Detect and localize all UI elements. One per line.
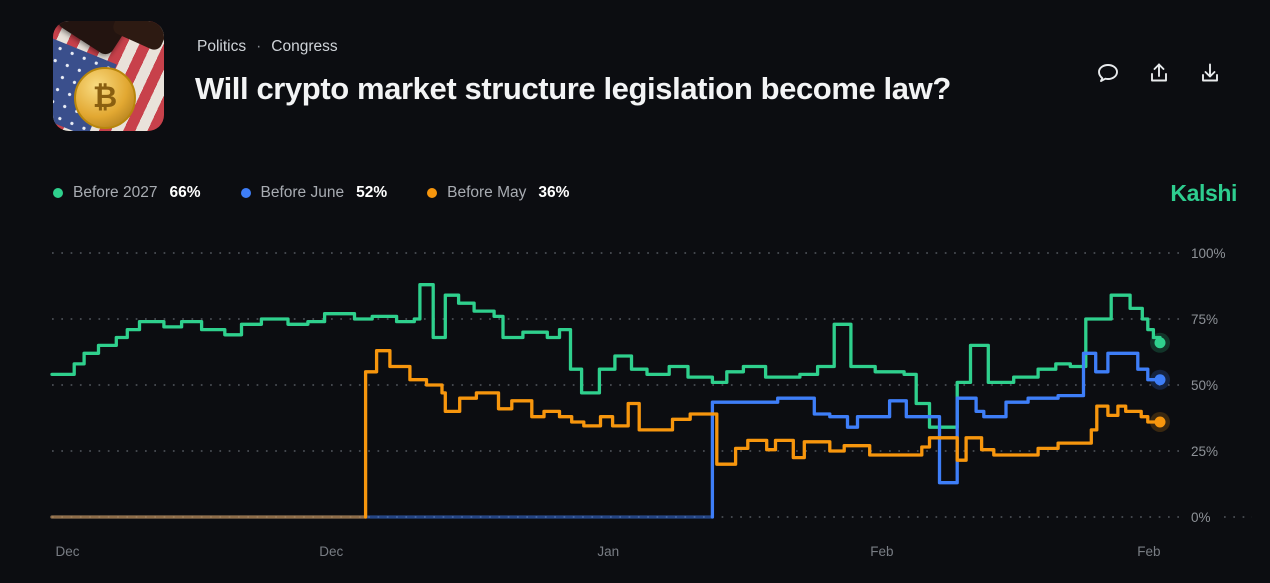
- svg-text:Jan: Jan: [597, 544, 619, 559]
- bitcoin-symbol: ₿: [92, 81, 118, 114]
- legend-label: Before May: [447, 184, 527, 201]
- legend-label: Before June: [260, 184, 345, 201]
- share-button[interactable]: [1147, 61, 1171, 85]
- legend-item-before-2027[interactable]: Before 2027 66%: [53, 184, 201, 202]
- header-actions: [1096, 61, 1222, 85]
- svg-text:50%: 50%: [1191, 378, 1218, 393]
- svg-text:25%: 25%: [1191, 444, 1218, 459]
- svg-text:0%: 0%: [1191, 510, 1211, 525]
- kalshi-logo[interactable]: Kalshi: [1170, 180, 1237, 206]
- legend-value: 66%: [169, 184, 201, 201]
- comment-button[interactable]: [1096, 61, 1120, 85]
- legend-value: 52%: [356, 184, 388, 201]
- legend-label: Before 2027: [73, 184, 158, 201]
- legend-dot-blue: [240, 188, 251, 198]
- breadcrumb: Politics · Congress: [197, 38, 338, 56]
- bitcoin-coin-icon: ₿: [74, 67, 136, 129]
- breadcrumb-separator: ·: [256, 38, 262, 55]
- legend-dot-orange: [427, 188, 438, 198]
- chart-legend: Before 2027 66% Before June 52% Before M…: [53, 184, 569, 202]
- svg-text:Dec: Dec: [319, 544, 343, 559]
- share-upload-icon: [1151, 63, 1167, 82]
- page-title: Will crypto market structure legislation…: [195, 71, 951, 106]
- svg-text:75%: 75%: [1191, 312, 1218, 327]
- breadcrumb-subcategory[interactable]: Congress: [271, 38, 338, 55]
- speech-bubble-icon: [1098, 64, 1118, 82]
- legend-value: 36%: [538, 184, 570, 201]
- market-thumbnail-image: ₿: [53, 21, 164, 131]
- svg-text:Feb: Feb: [870, 544, 893, 559]
- breadcrumb-category[interactable]: Politics: [197, 38, 247, 55]
- svg-text:Dec: Dec: [56, 544, 80, 559]
- legend-dot-green: [53, 188, 63, 198]
- svg-text:Feb: Feb: [1137, 544, 1160, 559]
- legend-item-before-may[interactable]: Before May 36%: [427, 184, 569, 202]
- download-button[interactable]: [1198, 61, 1222, 85]
- legend-item-before-june[interactable]: Before June 52%: [240, 184, 388, 202]
- download-icon: [1202, 63, 1218, 82]
- svg-text:100%: 100%: [1191, 246, 1226, 261]
